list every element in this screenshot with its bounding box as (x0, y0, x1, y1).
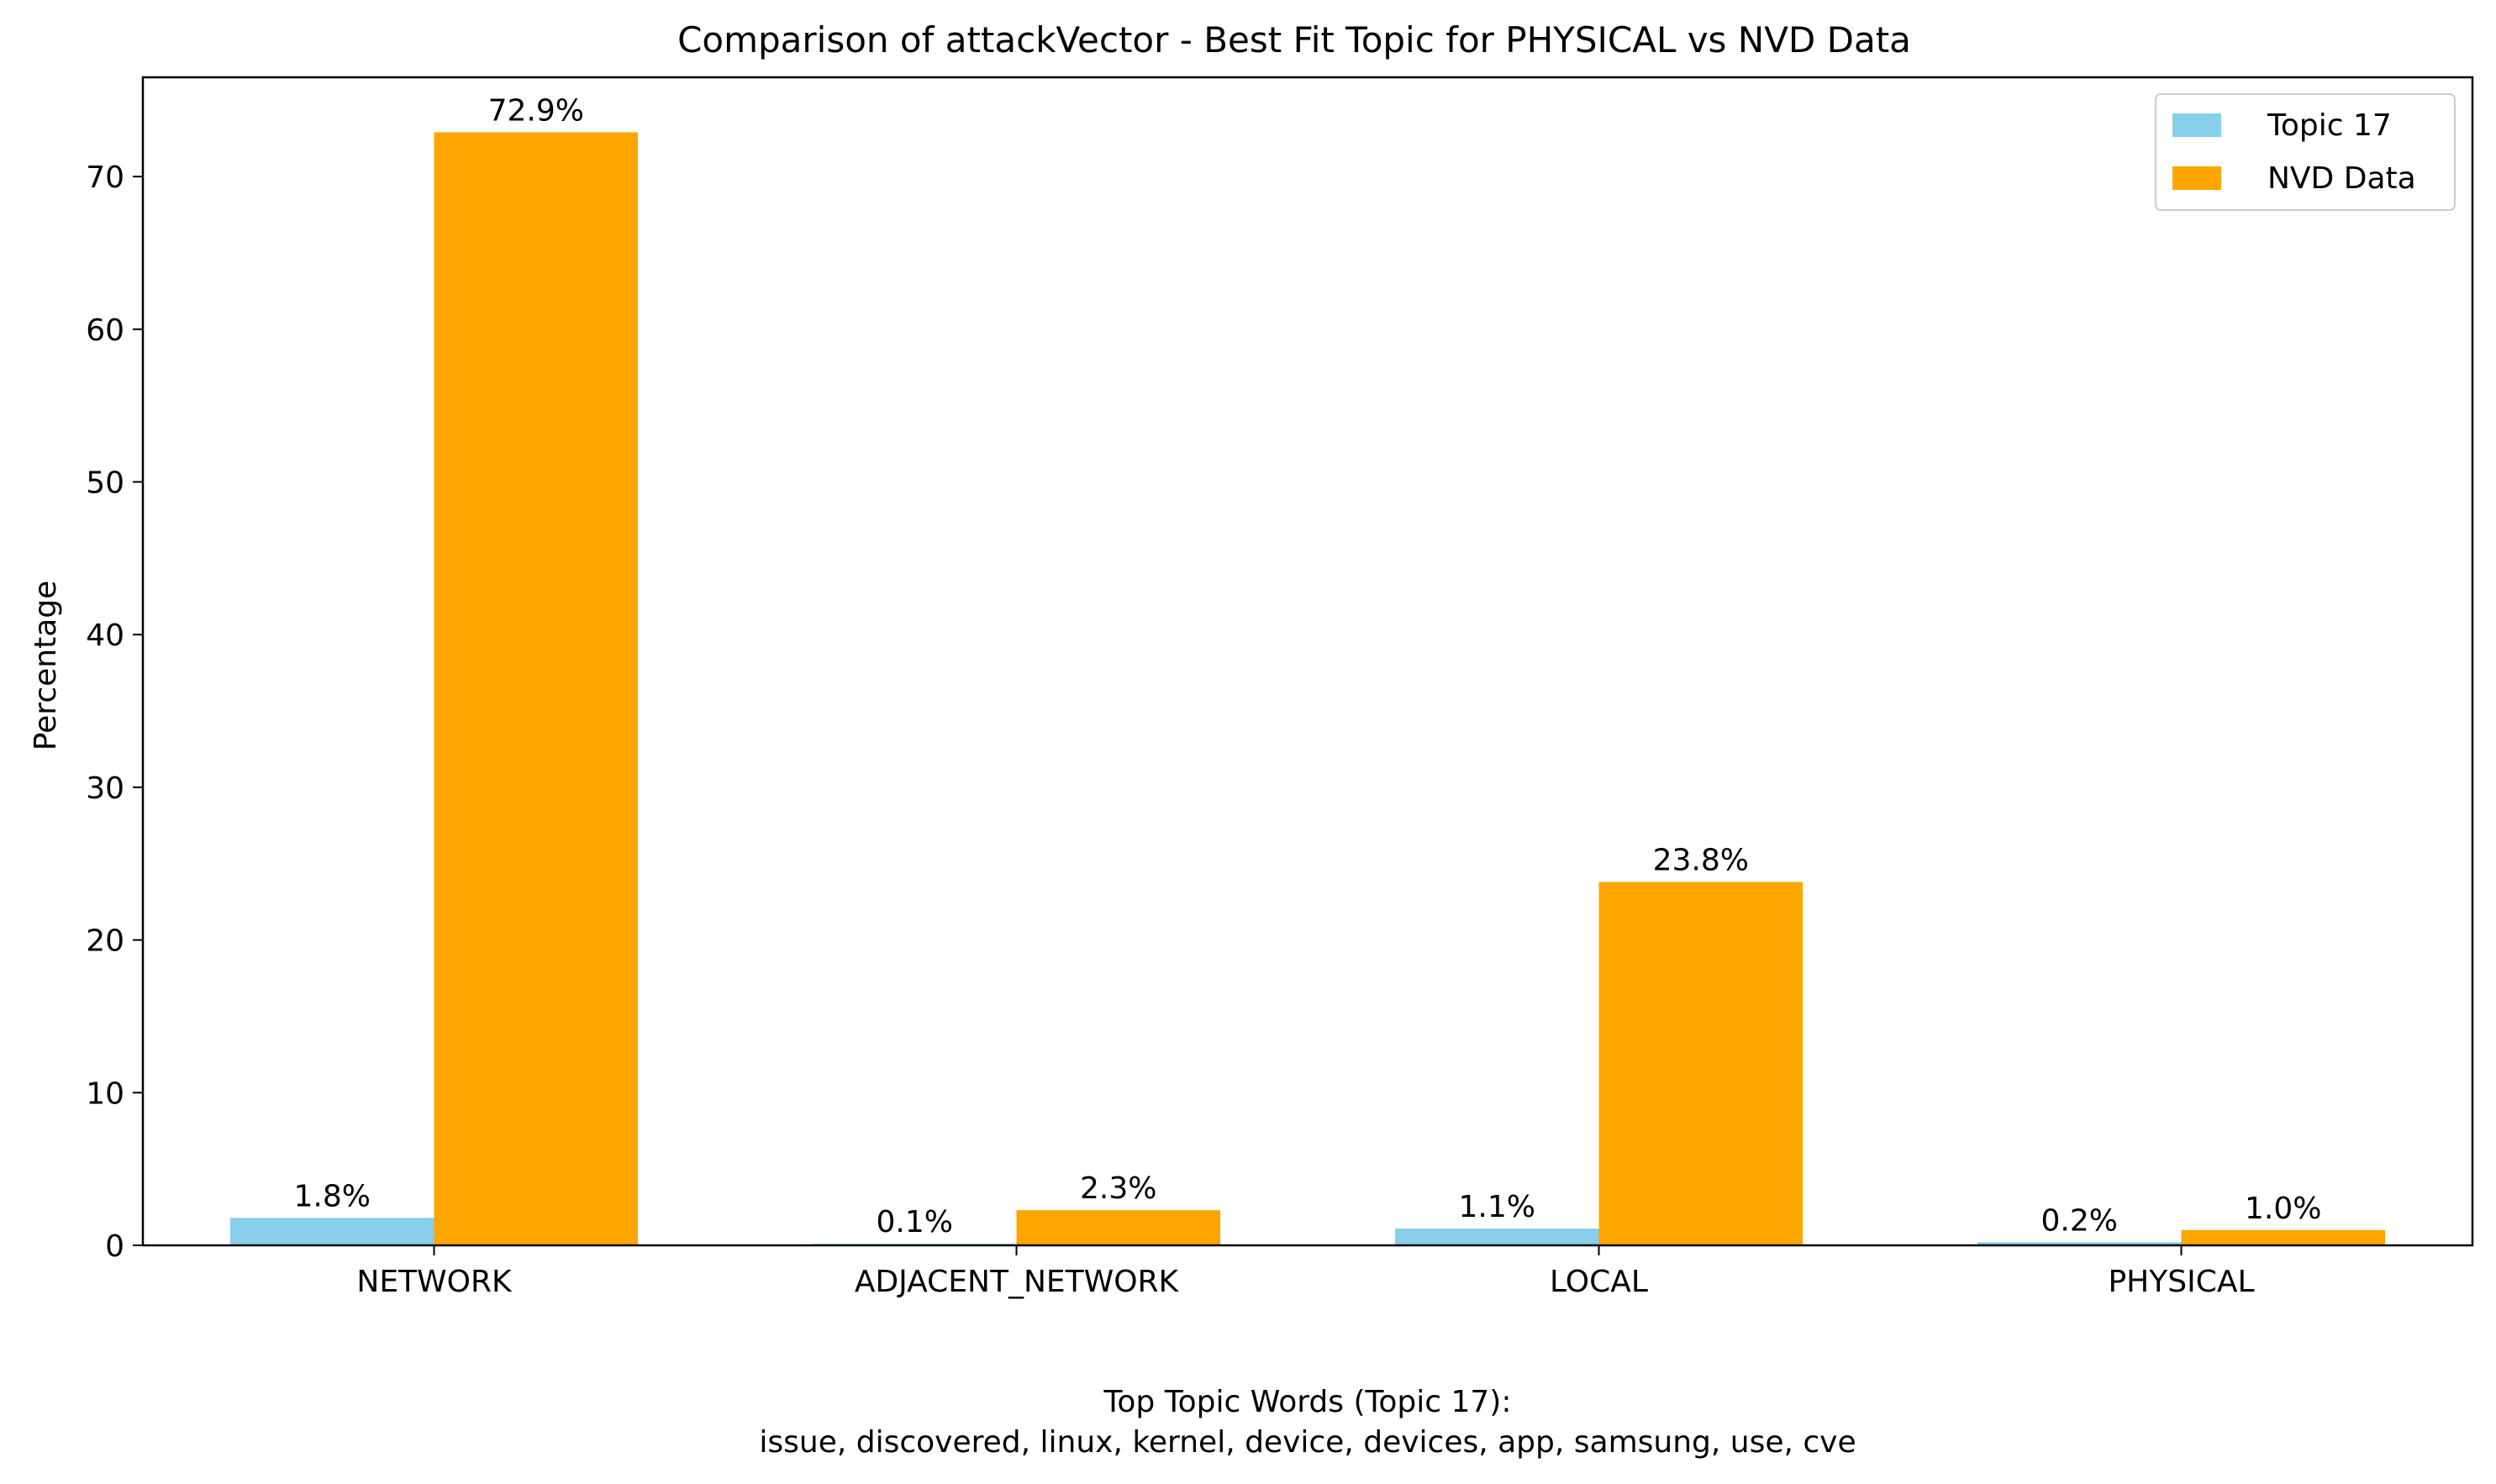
bar-nvd-data-local (1598, 881, 1804, 1245)
y-tick-label: 0 (105, 1229, 124, 1264)
y-tick-label: 20 (86, 924, 124, 959)
legend-label-nvd-data: NVD Data (2267, 161, 2416, 196)
plot-frame (141, 76, 2474, 1247)
x-tick-label-network: NETWORK (356, 1265, 513, 1299)
y-tick-label: 30 (86, 771, 124, 806)
plot-area: 0 10 20 30 40 50 60 70 1.8% 0.1% 1.1% 0.2% 72.9% 2.3%… (86, 93, 2386, 1299)
y-axis-label: Percentage (29, 581, 63, 751)
data-label-nvd-data-local: 23.8% (1653, 844, 1749, 878)
x-tick-label-local: LOCAL (1550, 1265, 1648, 1299)
data-label-topic-17-adjacent-network: 0.1% (876, 1205, 952, 1239)
bar-topic-17-local (1394, 1229, 1599, 1245)
bar-topic-17-physical (1977, 1242, 2182, 1245)
data-label-nvd-data-network: 72.9% (488, 93, 584, 128)
legend: Topic 17 NVD Data (2155, 93, 2456, 211)
bar-nvd-data-physical (2181, 1229, 2386, 1245)
data-label-topic-17-local: 1.1% (1458, 1190, 1535, 1224)
bar-nvd-data-adjacent-network (1016, 1210, 1221, 1245)
bar-topic-17-network (229, 1218, 434, 1245)
y-tick-label: 40 (86, 618, 124, 653)
y-tick-label: 50 (86, 466, 124, 501)
data-label-nvd-data-adjacent-network: 2.3% (1080, 1171, 1156, 1206)
y-tick-label: 10 (86, 1076, 124, 1111)
legend-swatch-topic-17 (2172, 113, 2221, 137)
y-tick-label: 70 (86, 161, 124, 195)
data-label-nvd-data-physical: 1.0% (2245, 1192, 2321, 1226)
chart-title: Comparison of attackVector - Best Fit To… (677, 19, 1911, 61)
legend-box (2155, 93, 2456, 211)
x-axis-words: issue, discovered, linux, kernel, device… (759, 1425, 1856, 1460)
data-label-topic-17-network: 1.8% (293, 1179, 370, 1213)
x-axis-label: Top Topic Words (Topic 17): (1103, 1385, 1512, 1419)
x-tick-label-adjacent-network: ADJACENT_NETWORK (855, 1265, 1180, 1299)
legend-label-topic-17: Topic 17 (2267, 108, 2392, 143)
legend-swatch-nvd-data (2172, 166, 2221, 190)
bar-nvd-data-network (434, 132, 639, 1246)
x-tick-label-physical: PHYSICAL (2108, 1265, 2254, 1299)
y-tick-label: 60 (86, 313, 124, 348)
data-label-topic-17-physical: 0.2% (2041, 1203, 2117, 1238)
